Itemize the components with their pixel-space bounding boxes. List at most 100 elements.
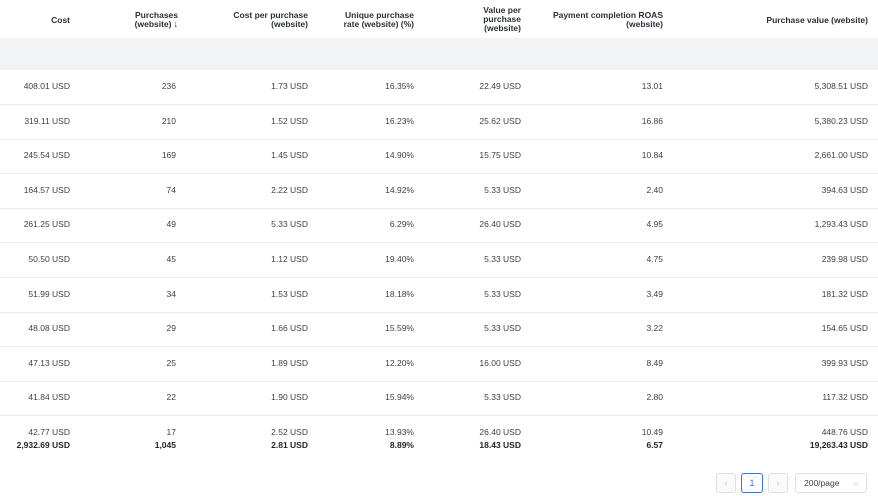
cell-purchase-value: 2,661.00 USD	[814, 150, 868, 161]
cell-purchase-value: 181.32 USD	[821, 288, 868, 299]
cell-value-per-purchase: 22.49 USD	[479, 81, 521, 91]
cell-unique-purchase-rate: 14.92%	[385, 184, 414, 195]
cell-value-per-purchase: 5.33 USD	[484, 323, 521, 334]
cell-value-per-purchase: 16.00 USD	[479, 357, 521, 368]
cell-purchase-value: 117.32 USD	[822, 392, 868, 403]
sort-desc-icon[interactable]: ↓	[173, 19, 179, 29]
cell-cost-per-purchase: 2.22 USD	[271, 184, 308, 195]
cell-cost: 41.84 USD	[28, 392, 70, 403]
table-row[interactable]: 47.13 USD 25 1.89 USD 12.20% 16.00 USD 8.49 39…	[0, 347, 878, 382]
cell-cost: 42.77 USD	[28, 427, 70, 437]
cell-purchases: 29	[166, 323, 176, 334]
total-roas: 6.57	[646, 440, 663, 450]
cell-purchase-value: 154.65 USD	[821, 323, 868, 334]
col-header-purchases[interactable]: Purchases (website) ↓	[134, 10, 179, 29]
table-row[interactable]: 48.08 USD 29 1.66 USD 15.59% 5.33 USD 3.22 154…	[0, 312, 878, 348]
table-row[interactable]: 51.99 USD 34 1.53 USD 18.18% 5.33 USD 3.49 181…	[0, 278, 878, 313]
table-row[interactable]: 42.77 USD 17 2.52 USD 13.93% 26.40 USD 10.49 4…	[0, 427, 878, 439]
chevron-down-icon: ⌵	[852, 478, 859, 487]
col-header-payment-completion-roas[interactable]: Payment completion ROAS (website)	[552, 10, 663, 29]
col-header-cost-per-purchase[interactable]: Cost per purchase (website)	[233, 10, 308, 29]
cell-unique-purchase-rate: 15.59%	[385, 323, 414, 334]
prev-page-button[interactable]: ‹	[716, 473, 736, 493]
cell-cost: 319.11 USD	[24, 115, 70, 126]
cell-roas: 3.22	[646, 323, 663, 334]
cell-purchases: 236	[161, 81, 176, 91]
table-row[interactable]: 319.11 USD 210 1.52 USD 16.23% 25.62 USD 16.8…	[0, 105, 878, 140]
cell-purchases: 45	[166, 254, 176, 264]
cell-unique-purchase-rate: 12.20%	[385, 357, 414, 368]
page-size-select[interactable]: 200/page ⌵	[795, 473, 867, 493]
col-header-purchase-value[interactable]: Purchase value (website)	[766, 15, 868, 25]
cell-unique-purchase-rate: 13.93%	[385, 427, 414, 437]
cell-purchase-value: 239.98 USD	[821, 254, 868, 264]
col-header-cost[interactable]: Cost	[51, 15, 70, 25]
cell-unique-purchase-rate: 19.40%	[385, 254, 414, 264]
cell-cost-per-purchase: 1.53 USD	[271, 288, 308, 299]
cell-cost: 164.57 USD	[23, 184, 70, 195]
cell-purchases: 74	[166, 184, 176, 195]
cell-purchases: 25	[166, 357, 176, 368]
cell-cost-per-purchase: 1.12 USD	[271, 254, 308, 264]
cell-unique-purchase-rate: 16.23%	[385, 115, 414, 126]
cell-cost: 48.08 USD	[28, 323, 70, 334]
cell-cost: 47.13 USD	[28, 357, 70, 368]
cell-roas: 10.84	[641, 150, 663, 161]
cell-purchase-value: 394.63 USD	[821, 184, 868, 195]
cell-purchase-value: 5,380.23 USD	[814, 115, 868, 126]
cell-cost: 50.50 USD	[28, 254, 70, 264]
col-header-value-per-purchase[interactable]: Value per purchase (website)	[483, 5, 521, 33]
cell-purchases: 22	[166, 392, 176, 403]
cell-value-per-purchase: 25.62 USD	[479, 115, 521, 126]
cell-cost: 261.25 USD	[23, 219, 70, 230]
total-value-per-purchase: 18.43 USD	[479, 440, 521, 450]
cell-unique-purchase-rate: 18.18%	[385, 288, 414, 299]
total-unique-purchase-rate: 8.89%	[389, 440, 414, 450]
cell-value-per-purchase: 26.40 USD	[479, 219, 521, 230]
cell-cost-per-purchase: 2.52 USD	[271, 427, 308, 437]
cell-purchases: 210	[161, 115, 176, 126]
cell-purchases: 169	[161, 150, 176, 161]
cell-unique-purchase-rate: 14.90%	[385, 150, 414, 161]
cell-cost: 51.99 USD	[28, 288, 70, 299]
cell-roas: 10.49	[641, 427, 663, 437]
cell-purchase-value: 448.76 USD	[821, 427, 868, 437]
cell-purchases: 17	[166, 427, 176, 437]
cell-roas: 2.40	[646, 184, 663, 195]
table-row[interactable]: 408.01 USD 236 1.73 USD 16.35% 22.49 USD 13.0…	[0, 70, 878, 105]
cell-cost-per-purchase: 5.33 USD	[271, 219, 308, 230]
cell-cost-per-purchase: 1.52 USD	[271, 115, 308, 126]
cell-roas: 8.49	[646, 357, 663, 368]
cell-purchase-value: 399.93 USD	[821, 357, 868, 368]
header-spacer-band	[0, 38, 878, 70]
page-1-button[interactable]: 1	[741, 473, 763, 493]
cell-value-per-purchase: 5.33 USD	[484, 254, 521, 264]
total-cost-per-purchase: 2.81 USD	[271, 440, 308, 450]
cell-value-per-purchase: 5.33 USD	[484, 288, 521, 299]
total-cost: 2,932.69 USD	[16, 440, 70, 450]
cell-unique-purchase-rate: 15.94%	[385, 392, 414, 403]
table-header: Cost Purchases (website) ↓ Cost per purch…	[0, 0, 878, 38]
page-size-label: 200/page	[804, 478, 840, 488]
table-row[interactable]: 261.25 USD 49 5.33 USD 6.29% 26.40 USD 4.95 1,…	[0, 208, 878, 244]
table-row[interactable]: 164.57 USD 74 2.22 USD 14.92% 5.33 USD 2.40 39…	[0, 174, 878, 209]
table-row[interactable]: 50.50 USD 45 1.12 USD 19.40% 5.33 USD 4.75 239…	[0, 243, 878, 278]
cell-cost: 408.01 USD	[23, 81, 70, 91]
cell-unique-purchase-rate: 16.35%	[385, 81, 414, 91]
next-page-button[interactable]: ›	[768, 473, 788, 493]
table-row[interactable]: 245.54 USD 169 1.45 USD 14.90% 15.75 USD 10.8…	[0, 139, 878, 175]
cell-unique-purchase-rate: 6.29%	[389, 219, 414, 230]
table-row[interactable]: 41.84 USD 22 1.90 USD 15.94% 5.33 USD 2.80 117…	[0, 381, 878, 417]
cell-roas: 4.95	[646, 219, 663, 230]
cell-value-per-purchase: 5.33 USD	[484, 392, 521, 403]
cell-purchase-value: 1,293.43 USD	[814, 219, 868, 230]
cell-purchases: 49	[166, 219, 176, 230]
col-header-unique-purchase-rate[interactable]: Unique purchase rate (website) (%)	[343, 10, 414, 29]
cell-cost-per-purchase: 1.45 USD	[271, 150, 308, 161]
cell-cost-per-purchase: 1.89 USD	[271, 357, 308, 368]
cell-roas: 2.80	[646, 392, 663, 403]
cell-roas: 13.01	[641, 81, 663, 91]
total-purchase-value: 19,263.43 USD	[809, 440, 868, 450]
cell-purchase-value: 5,308.51 USD	[814, 81, 868, 91]
cell-cost: 245.54 USD	[23, 150, 70, 161]
